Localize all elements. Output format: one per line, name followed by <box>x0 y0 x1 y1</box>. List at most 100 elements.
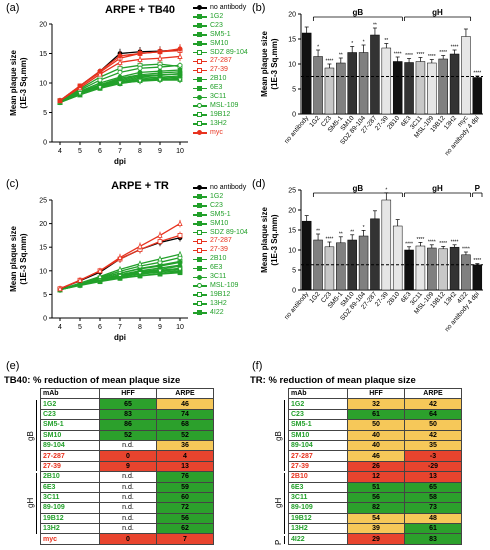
legend-label: SM5-1 <box>210 210 231 218</box>
arpe-cell: 74 <box>156 408 214 421</box>
table-group-label: gH <box>26 498 35 509</box>
significance-label: **** <box>428 54 436 60</box>
data-point <box>157 64 163 70</box>
legend-marker <box>193 238 207 245</box>
legend-entry: C23 <box>193 22 248 31</box>
x-tick-label: 5 <box>78 324 82 331</box>
mab-cell: C23 <box>288 408 348 421</box>
bar-chart-b: 0 5 10 15 20 Mean plaque size (1E-3 Sq.mm) no a… <box>260 8 483 157</box>
table-group-label: gB <box>26 431 35 441</box>
legend-marker <box>193 203 207 209</box>
table-row: 89-104 n.d. 36 <box>40 439 214 452</box>
hff-cell: 46 <box>347 450 405 462</box>
legend-label: 19B12 <box>210 110 231 118</box>
data-point <box>157 49 163 55</box>
table-row: 2B10 n.d. 76 <box>40 471 214 483</box>
legend-label: 4I22 <box>210 308 224 316</box>
legend-label: 2B10 <box>210 255 227 263</box>
data-point <box>117 80 123 87</box>
arpe-cell: 60 <box>156 491 214 504</box>
bar <box>324 67 335 115</box>
legend-label: 19B12 <box>210 290 231 298</box>
legend-label: myc <box>210 128 223 136</box>
y-axis-label: Mean plaque size <box>260 207 269 273</box>
y-tick-label: 0 <box>292 112 296 119</box>
legend-label: C23 <box>210 201 223 209</box>
data-point <box>137 273 143 279</box>
mab-cell: 1G2 <box>288 398 348 410</box>
group-label: gH <box>432 184 443 193</box>
mab-cell: 89-104 <box>40 439 100 452</box>
bar <box>324 246 335 291</box>
bar <box>427 247 437 291</box>
legend-label: MSL-109 <box>210 101 239 109</box>
bar <box>404 62 414 115</box>
legend-entry: no antibody <box>193 184 248 193</box>
legend-label: SDZ 89-104 <box>210 48 248 56</box>
data-point <box>137 55 143 62</box>
legend-marker <box>193 58 207 65</box>
table-row: SM5-1 86 68 <box>40 419 214 431</box>
arpe-cell: 68 <box>156 419 214 431</box>
arpe-cell: 65 <box>404 481 462 493</box>
mab-cell: 4I22 <box>288 533 348 545</box>
x-axis-label: dpi <box>114 157 126 166</box>
y-tick-label: 10 <box>39 268 47 275</box>
table-row: 1G2 65 46 <box>40 398 214 410</box>
data-point <box>157 231 163 238</box>
data-point <box>157 77 163 84</box>
mab-cell: SM5-1 <box>40 419 100 431</box>
bar-chart-d: 0 5 10 15 20 25 Mean plaque size (1E-3 Sq.mm) no… <box>260 184 483 333</box>
data-point <box>77 91 83 98</box>
significance-label: **** <box>417 237 425 243</box>
x-tick-label: 1G2 <box>308 290 322 304</box>
y-axis-label: Mean plaque size <box>9 50 18 116</box>
legend-entry: 13H2 <box>193 300 248 309</box>
data-point <box>137 260 143 267</box>
mab-cell: 89-104 <box>288 439 348 452</box>
arpe-cell: 42 <box>404 429 462 441</box>
x-axis-label: dpi <box>114 333 126 342</box>
table-row: myc 0 7 <box>40 533 214 545</box>
arpe-cell: 42 <box>404 398 462 410</box>
legend-marker <box>193 221 207 227</box>
line-chart-c: 0 5 10 15 20 25 4 5 6 7 8 9 10 dpi Mean plaque size (1E… <box>9 198 188 342</box>
arpe-cell: 50 <box>404 419 462 431</box>
legend-marker <box>193 130 207 136</box>
legend-label: SM10 <box>210 219 229 227</box>
legend-marker <box>193 292 207 298</box>
mab-cell: 1G2 <box>40 398 100 410</box>
line-chart-a: 0 5 10 15 20 4 5 6 7 8 9 10 dpi Mean plaque size (1E-3… <box>9 22 188 166</box>
mab-cell: 19B12 <box>40 512 100 525</box>
bar <box>461 36 471 115</box>
significance-label: **** <box>405 241 413 247</box>
group-label: gB <box>353 8 364 17</box>
data-point <box>97 77 103 83</box>
table-row: 13H2 n.d. 62 <box>40 523 214 535</box>
data-point <box>97 70 103 77</box>
mab-cell: 27-39 <box>288 460 348 473</box>
hff-cell: 83 <box>99 408 157 421</box>
legend-label: 1G2 <box>210 192 224 200</box>
data-point <box>97 267 103 274</box>
legend-label: 2B10 <box>210 75 227 83</box>
data-point <box>117 254 123 260</box>
table-group-bracket <box>36 473 39 534</box>
significance-label: **** <box>417 52 425 58</box>
legend-label: 27-287 <box>210 57 232 65</box>
hff-cell: n.d. <box>99 502 157 514</box>
data-point <box>177 220 183 227</box>
panel-f-title: TR: % reduction of mean plaque size <box>250 375 416 386</box>
bar <box>449 53 460 115</box>
legend-a: no antibody 1G2 C23 SM5-1 SM10 SDZ 89-104 27-2… <box>193 4 248 138</box>
legend-entry: 27-287 <box>193 57 248 66</box>
bar <box>427 62 437 115</box>
table-group-bracket <box>36 400 39 472</box>
panel-e-letter: (e) <box>6 360 20 372</box>
arpe-cell: 46 <box>156 398 214 410</box>
table-row: 27-287 0 4 <box>40 450 214 462</box>
hff-cell: 51 <box>347 481 405 493</box>
table-row: 19B12 n.d. 56 <box>40 512 214 525</box>
legend-label: 13H2 <box>210 119 227 127</box>
table-group-bracket <box>284 473 287 534</box>
